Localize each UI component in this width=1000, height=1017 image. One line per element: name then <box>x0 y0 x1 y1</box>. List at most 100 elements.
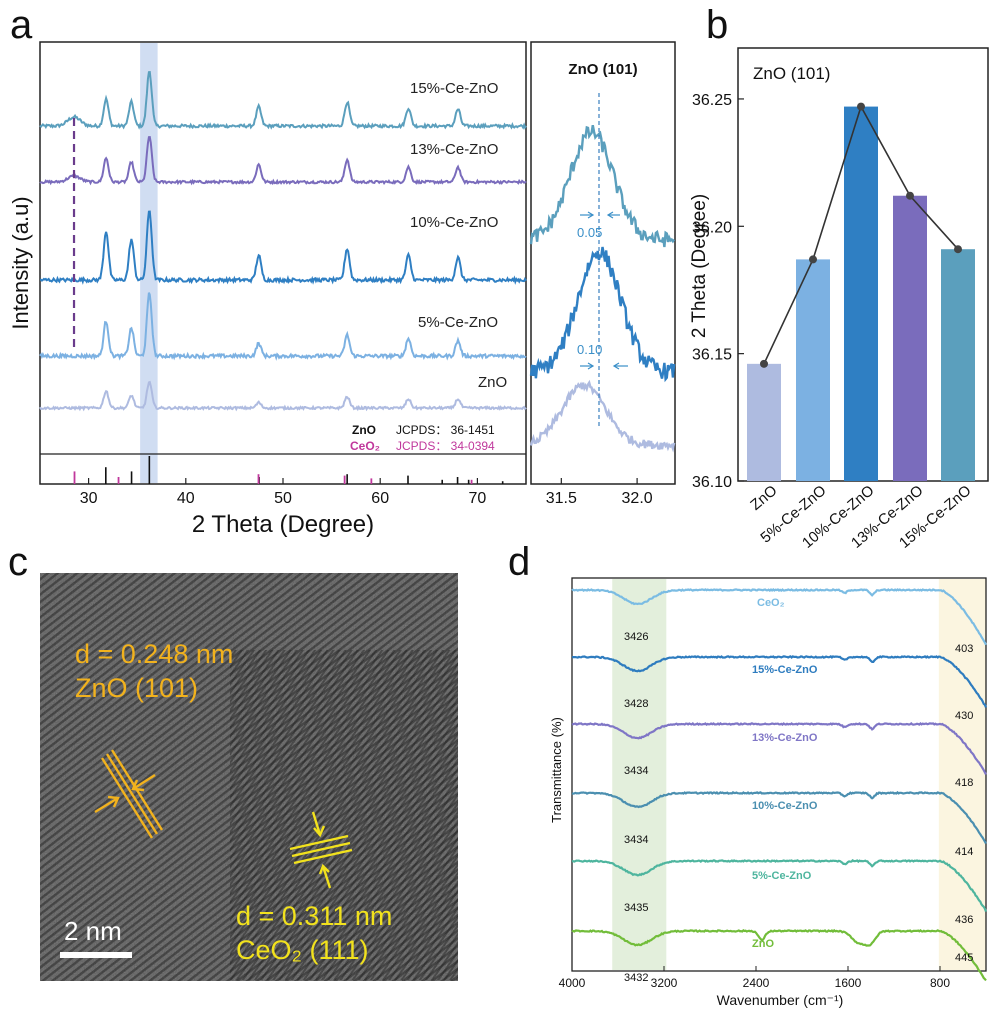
ftir-series-line <box>571 655 988 708</box>
x-tick-label: 70 <box>469 490 487 507</box>
xrd-series-label: ZnO <box>478 374 507 391</box>
shift-label: 0.10 <box>577 342 602 357</box>
bar <box>796 259 830 481</box>
tem-image <box>40 573 458 981</box>
ftir-series-line <box>571 859 988 912</box>
ftir-series-line <box>571 721 987 776</box>
ftir-series-label: ZnO <box>752 938 774 950</box>
oh-peak-label: 3434 <box>624 765 648 777</box>
zno-d-spacing: d = 0.248 nm <box>75 639 233 669</box>
x-tick-label: 3200 <box>651 976 678 990</box>
x-tick-label: 1600 <box>835 976 862 990</box>
bar <box>747 363 781 481</box>
data-point <box>954 245 962 254</box>
ref-ceo2-card: JCPDS： 34-0394 <box>396 439 495 453</box>
ref-zno-label: ZnO <box>352 423 376 437</box>
xrd-series-label: 13%-Ce-ZnO <box>410 141 498 158</box>
bar <box>941 249 975 481</box>
x-tick-label: 2400 <box>743 976 770 990</box>
oh-peak-label: 3434 <box>624 834 648 846</box>
x-tick-label: 40 <box>177 490 195 507</box>
xrd-series-line <box>39 136 527 186</box>
xrd-series-label: 15%-Ce-ZnO <box>410 80 498 97</box>
bar-chart-title: ZnO (101) <box>753 64 830 83</box>
ceo2-fringe-marker <box>289 811 353 889</box>
xrd-series-line <box>39 380 527 412</box>
ceo2-plane: CeO₂ (111) <box>236 935 369 965</box>
low-peak-label: 430 <box>955 710 973 722</box>
low-peak-label: 418 <box>955 777 973 789</box>
zno-plane: ZnO (101) <box>75 673 198 703</box>
y-tick-label: 36.10 <box>692 474 732 491</box>
xrd-zoom-chart: ZnO (101) 0.05 0.10 31.5 32.0 <box>529 41 676 507</box>
x-tick-label: 30 <box>80 490 98 507</box>
xrd-zoom-line <box>529 246 676 383</box>
xrd-series-label: 10%-Ce-ZnO <box>410 214 498 231</box>
xrd-zoom-line <box>529 124 676 248</box>
low-peak-label: 414 <box>955 846 973 858</box>
oh-peak-label: 3428 <box>624 698 648 710</box>
shift-annotation <box>580 211 628 370</box>
panel-label-a: a <box>10 3 33 47</box>
data-point <box>857 102 865 111</box>
xrd-zoom-frame <box>530 41 676 485</box>
xrd-zoom-line <box>529 379 676 453</box>
x-tick-label: ZnO <box>747 482 780 514</box>
xrd-series-label: 5%-Ce-ZnO <box>418 314 498 331</box>
ftir-chart: CeO₂ 3426 403 15%-Ce-ZnO 3428 430 13%-Ce-ZnO 34… <box>549 577 988 1008</box>
y-tick-label: 36.20 <box>692 219 732 236</box>
ftir-series-label: 15%-Ce-ZnO <box>752 664 818 676</box>
bar-y-axis-label: 2 Theta (Degree) <box>689 194 710 338</box>
highlight-band <box>140 43 158 483</box>
ftir-y-axis-label: Transmittance (%) <box>549 717 564 823</box>
scale-bar-label: 2 nm <box>64 916 122 946</box>
low-peak-label: 445 <box>955 952 973 964</box>
x-tick-label: 50 <box>274 490 292 507</box>
xrd-x-axis-label: 2 Theta (Degree) <box>192 511 374 538</box>
oh-band <box>612 579 667 970</box>
x-tick-label: 800 <box>930 976 950 990</box>
oh-peak-label: 3426 <box>624 631 648 643</box>
ftir-x-axis-label: Wavenumber (cm⁻¹) <box>717 992 844 1008</box>
bar <box>893 195 927 481</box>
bar-chart-b: ZnO (101) 36.1036.1536.2036.25ZnO5%-Ce-Z… <box>689 47 989 552</box>
tem-overlay: 2 nm d = 0.248 nm ZnO (101) d = 0.311 nm… <box>60 639 392 965</box>
x-tick-label: 32.0 <box>622 490 653 507</box>
scale-bar <box>60 952 132 958</box>
ceo2-d-spacing: d = 0.311 nm <box>236 901 392 931</box>
ref-ceo2-label: CeO₂ <box>350 439 380 453</box>
ftir-series-label: 5%-Ce-ZnO <box>752 870 812 882</box>
oh-peak-label: 3435 <box>624 902 648 914</box>
ref-zno-card: JCPDS： 36-1451 <box>396 423 495 437</box>
ftir-series-line <box>571 588 987 646</box>
ftir-series-line <box>571 928 987 982</box>
panel-label-b: b <box>706 3 728 47</box>
ftir-series-label: 13%-Ce-ZnO <box>752 732 818 744</box>
xrd-series-line <box>39 292 527 361</box>
ftir-series-line <box>571 790 987 845</box>
xrd-main-chart: 30 40 50 60 70 15%-Ce-ZnO 13%-Ce-ZnO 10%-Ce-… <box>8 41 527 538</box>
zno-fringe-marker <box>94 749 164 839</box>
data-point <box>906 191 914 200</box>
xrd-zoom-title: ZnO (101) <box>568 61 637 78</box>
data-point <box>760 359 768 368</box>
xrd-main-frame <box>39 41 527 485</box>
x-tick-label: 60 <box>371 490 389 507</box>
panel-label-c: c <box>8 540 28 584</box>
xrd-series-line <box>39 70 527 130</box>
mo-band <box>938 579 986 970</box>
panel-label-d: d <box>508 540 530 584</box>
xrd-y-axis-label: Intensity (a.u) <box>8 196 33 329</box>
shift-label: 0.05 <box>577 225 602 240</box>
data-point <box>809 255 817 264</box>
y-tick-label: 36.15 <box>692 347 732 364</box>
oh-peak-label: 3432 <box>624 972 648 984</box>
xrd-series-line <box>40 210 527 285</box>
ftir-series-label: 10%-Ce-ZnO <box>752 800 818 812</box>
low-peak-label: 436 <box>955 914 973 926</box>
low-peak-label: 403 <box>955 643 973 655</box>
x-tick-label: 4000 <box>559 976 586 990</box>
bar <box>844 106 878 482</box>
ftir-series-label: CeO₂ <box>757 597 785 609</box>
